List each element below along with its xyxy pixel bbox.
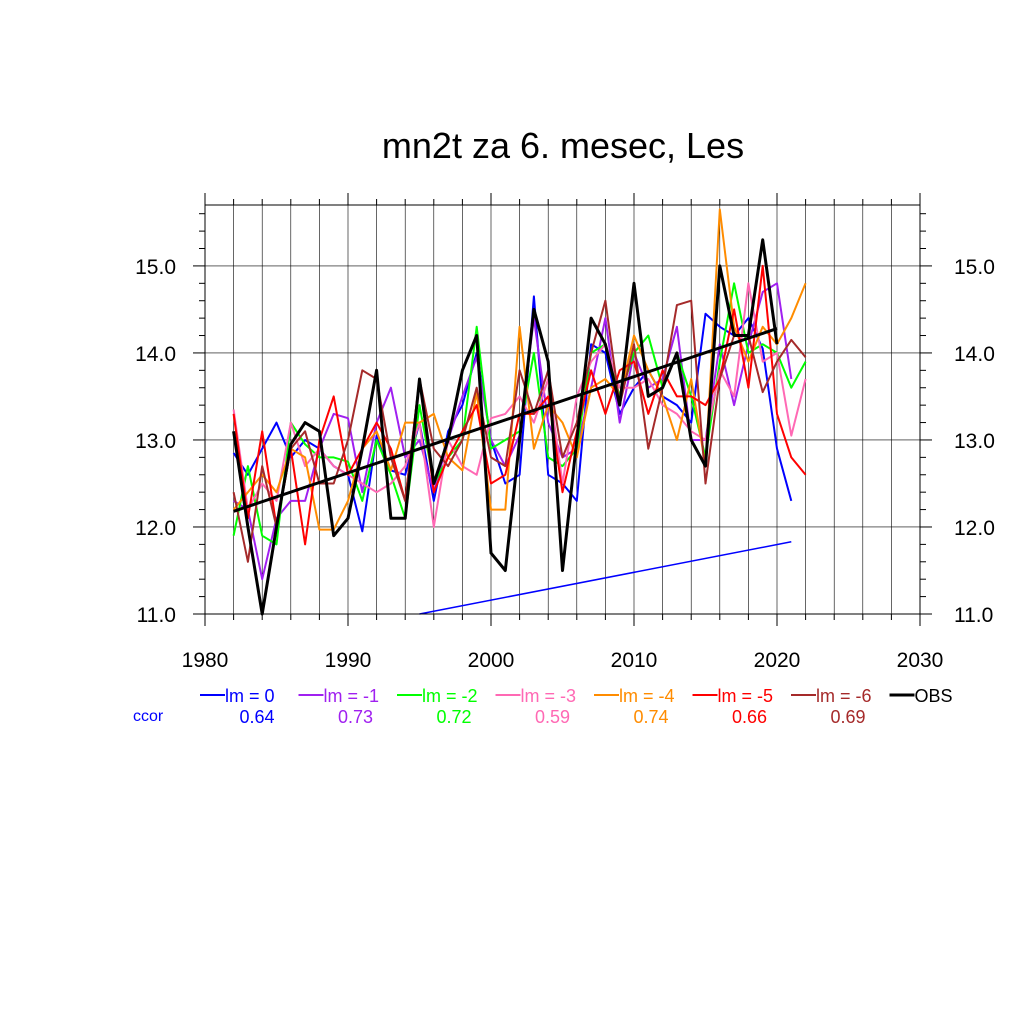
legend-label-lm-5: lm = -5 <box>718 686 774 706</box>
axes: 1980 1990 2000 2010 2020 2030 11.0 11.0 12.0 12.0… <box>135 193 995 672</box>
x-tick-label: 1980 <box>182 649 229 672</box>
ccor-value-lm-6: 0.69 <box>830 707 865 727</box>
x-tick-label: 2010 <box>611 649 658 672</box>
legend-label-lm-1: lm = -1 <box>324 686 380 706</box>
legend-label-lm-2: lm = -2 <box>422 686 478 706</box>
y-tick-label-right: 15.0 <box>954 256 995 279</box>
series-line-lm-6 <box>232 299 807 563</box>
series-line-obs <box>232 238 779 616</box>
y-tick-label-right: 13.0 <box>954 430 995 453</box>
y-tick-label-left: 14.0 <box>135 343 176 366</box>
x-tick-label: 2020 <box>754 649 801 672</box>
y-tick-label-left: 15.0 <box>135 256 176 279</box>
ccor-value-lm-5: 0.66 <box>732 707 767 727</box>
x-tick-label: 1990 <box>325 649 372 672</box>
ccor-value-lm-0: 0.64 <box>239 707 274 727</box>
series-line-lm-1 <box>233 282 793 581</box>
y-tick-label-left: 12.0 <box>135 517 176 540</box>
ccor-value-lm-2: 0.72 <box>436 707 471 727</box>
y-tick-label-right: 12.0 <box>954 517 995 540</box>
trend-line-lm-0 <box>419 541 792 615</box>
legend-label-lm-0: lm = 0 <box>225 686 275 706</box>
ccor-value-lm-1: 0.73 <box>338 707 373 727</box>
y-tick-label-right: 11.0 <box>954 604 993 627</box>
plot-frame <box>204 204 921 615</box>
legend-label-lm-3: lm = -3 <box>521 686 577 706</box>
y-tick-label-left: 11.0 <box>137 604 176 627</box>
series-layer <box>232 208 807 616</box>
y-tick-label-right: 14.0 <box>954 343 995 366</box>
ccor-value-lm-3: 0.59 <box>535 707 570 727</box>
trend-line-obs <box>233 327 778 513</box>
legend-label-lm-6: lm = -6 <box>816 686 872 706</box>
y-tick-label-left: 13.0 <box>135 430 176 453</box>
ccor-label: ccor <box>133 708 164 725</box>
legend-label-obs: OBS <box>915 686 953 706</box>
chart-title: mn2t za 6. mesec, Les <box>382 125 744 166</box>
trend-layer <box>233 327 792 615</box>
x-tick-label: 2030 <box>897 649 944 672</box>
ccor-value-lm-4: 0.74 <box>633 707 668 727</box>
legend-label-lm-4: lm = -4 <box>619 686 675 706</box>
x-tick-label: 2000 <box>468 649 515 672</box>
